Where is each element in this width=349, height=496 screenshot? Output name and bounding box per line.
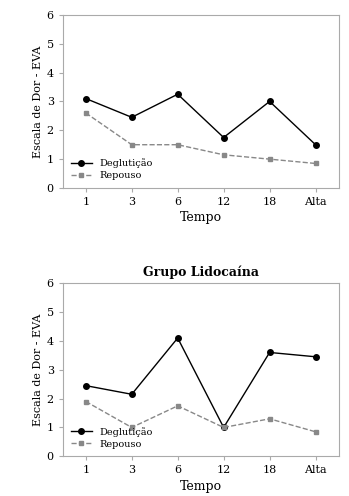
Deglutição <box>176 91 180 97</box>
Line: Deglutição: Deglutição <box>83 335 318 430</box>
X-axis label: Tempo: Tempo <box>180 211 222 224</box>
Deglutição <box>130 391 134 397</box>
Deglutição <box>222 425 226 431</box>
Title: Grupo Lidocaína: Grupo Lidocaína <box>143 266 259 279</box>
Repouso <box>130 142 134 148</box>
Repouso <box>222 425 226 431</box>
Line: Deglutição: Deglutição <box>83 91 318 147</box>
Repouso <box>267 416 272 422</box>
Repouso <box>313 161 318 167</box>
Repouso <box>222 152 226 158</box>
Repouso <box>130 425 134 431</box>
X-axis label: Tempo: Tempo <box>180 480 222 493</box>
Y-axis label: Escala de Dor - EVA: Escala de Dor - EVA <box>32 45 43 158</box>
Deglutição <box>267 99 272 105</box>
Line: Repouso: Repouso <box>83 399 318 434</box>
Repouso <box>176 142 180 148</box>
Legend: Deglutição, Repouso: Deglutição, Repouso <box>67 423 157 452</box>
Y-axis label: Escala de Dor - EVA: Escala de Dor - EVA <box>32 313 43 426</box>
Deglutição <box>176 335 180 341</box>
Deglutição <box>222 134 226 140</box>
Legend: Deglutição, Repouso: Deglutição, Repouso <box>67 155 157 184</box>
Repouso <box>84 110 88 116</box>
Repouso <box>176 403 180 409</box>
Repouso <box>267 156 272 162</box>
Deglutição <box>313 354 318 360</box>
Deglutição <box>313 142 318 148</box>
Repouso <box>313 429 318 435</box>
Deglutição <box>267 350 272 356</box>
Repouso <box>84 398 88 404</box>
Deglutição <box>130 115 134 121</box>
Deglutição <box>84 96 88 102</box>
Deglutição <box>84 382 88 388</box>
Line: Repouso: Repouso <box>83 111 318 166</box>
